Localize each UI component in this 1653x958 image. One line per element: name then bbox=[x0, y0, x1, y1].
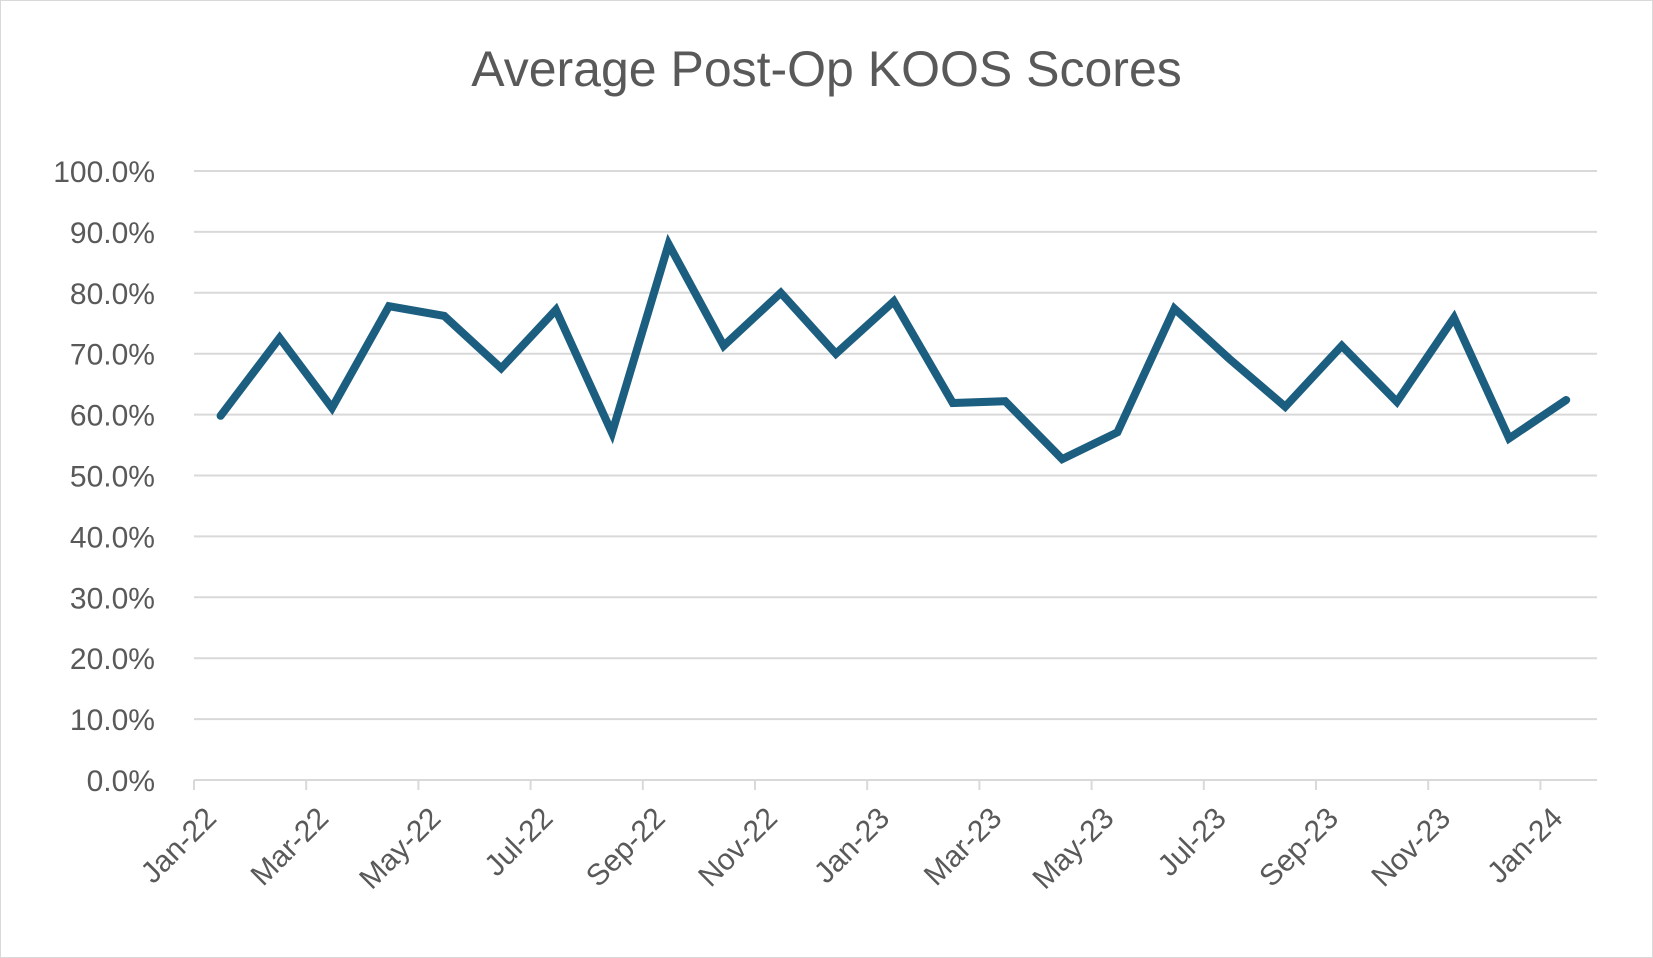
y-tick-label: 90.0% bbox=[70, 217, 155, 250]
x-tick-label: Jul-22 bbox=[478, 802, 559, 883]
x-tick-label: Jan-23 bbox=[808, 802, 896, 890]
x-tick-label: May-23 bbox=[1026, 802, 1120, 896]
y-tick-label: 80.0% bbox=[70, 278, 155, 311]
x-tick-label: May-22 bbox=[353, 802, 447, 896]
series-line bbox=[216, 233, 1571, 464]
y-tick-label: 70.0% bbox=[70, 339, 155, 372]
y-tick-label: 50.0% bbox=[70, 461, 155, 494]
x-tick-label: Nov-22 bbox=[692, 802, 784, 894]
x-tick-label: Mar-23 bbox=[918, 802, 1009, 893]
x-tick-label: Jul-23 bbox=[1152, 802, 1233, 883]
x-tick-label: Sep-22 bbox=[580, 802, 672, 894]
y-tick-label: 0.0% bbox=[87, 765, 155, 798]
x-tick-label: Nov-23 bbox=[1365, 802, 1457, 894]
y-tick-label: 60.0% bbox=[70, 400, 155, 433]
chart-title: Average Post-Op KOOS Scores bbox=[471, 41, 1182, 97]
y-tick-label: 40.0% bbox=[70, 521, 155, 554]
x-tick-label: Jan-22 bbox=[135, 802, 223, 890]
y-tick-label: 30.0% bbox=[70, 582, 155, 615]
x-tick-label: Mar-22 bbox=[245, 802, 336, 893]
y-tick-label: 20.0% bbox=[70, 643, 155, 676]
y-tick-label: 100.0% bbox=[53, 156, 155, 189]
x-tick-label: Jan-24 bbox=[1481, 802, 1569, 890]
y-tick-label: 10.0% bbox=[70, 704, 155, 737]
x-tick-label: Sep-23 bbox=[1253, 802, 1345, 894]
